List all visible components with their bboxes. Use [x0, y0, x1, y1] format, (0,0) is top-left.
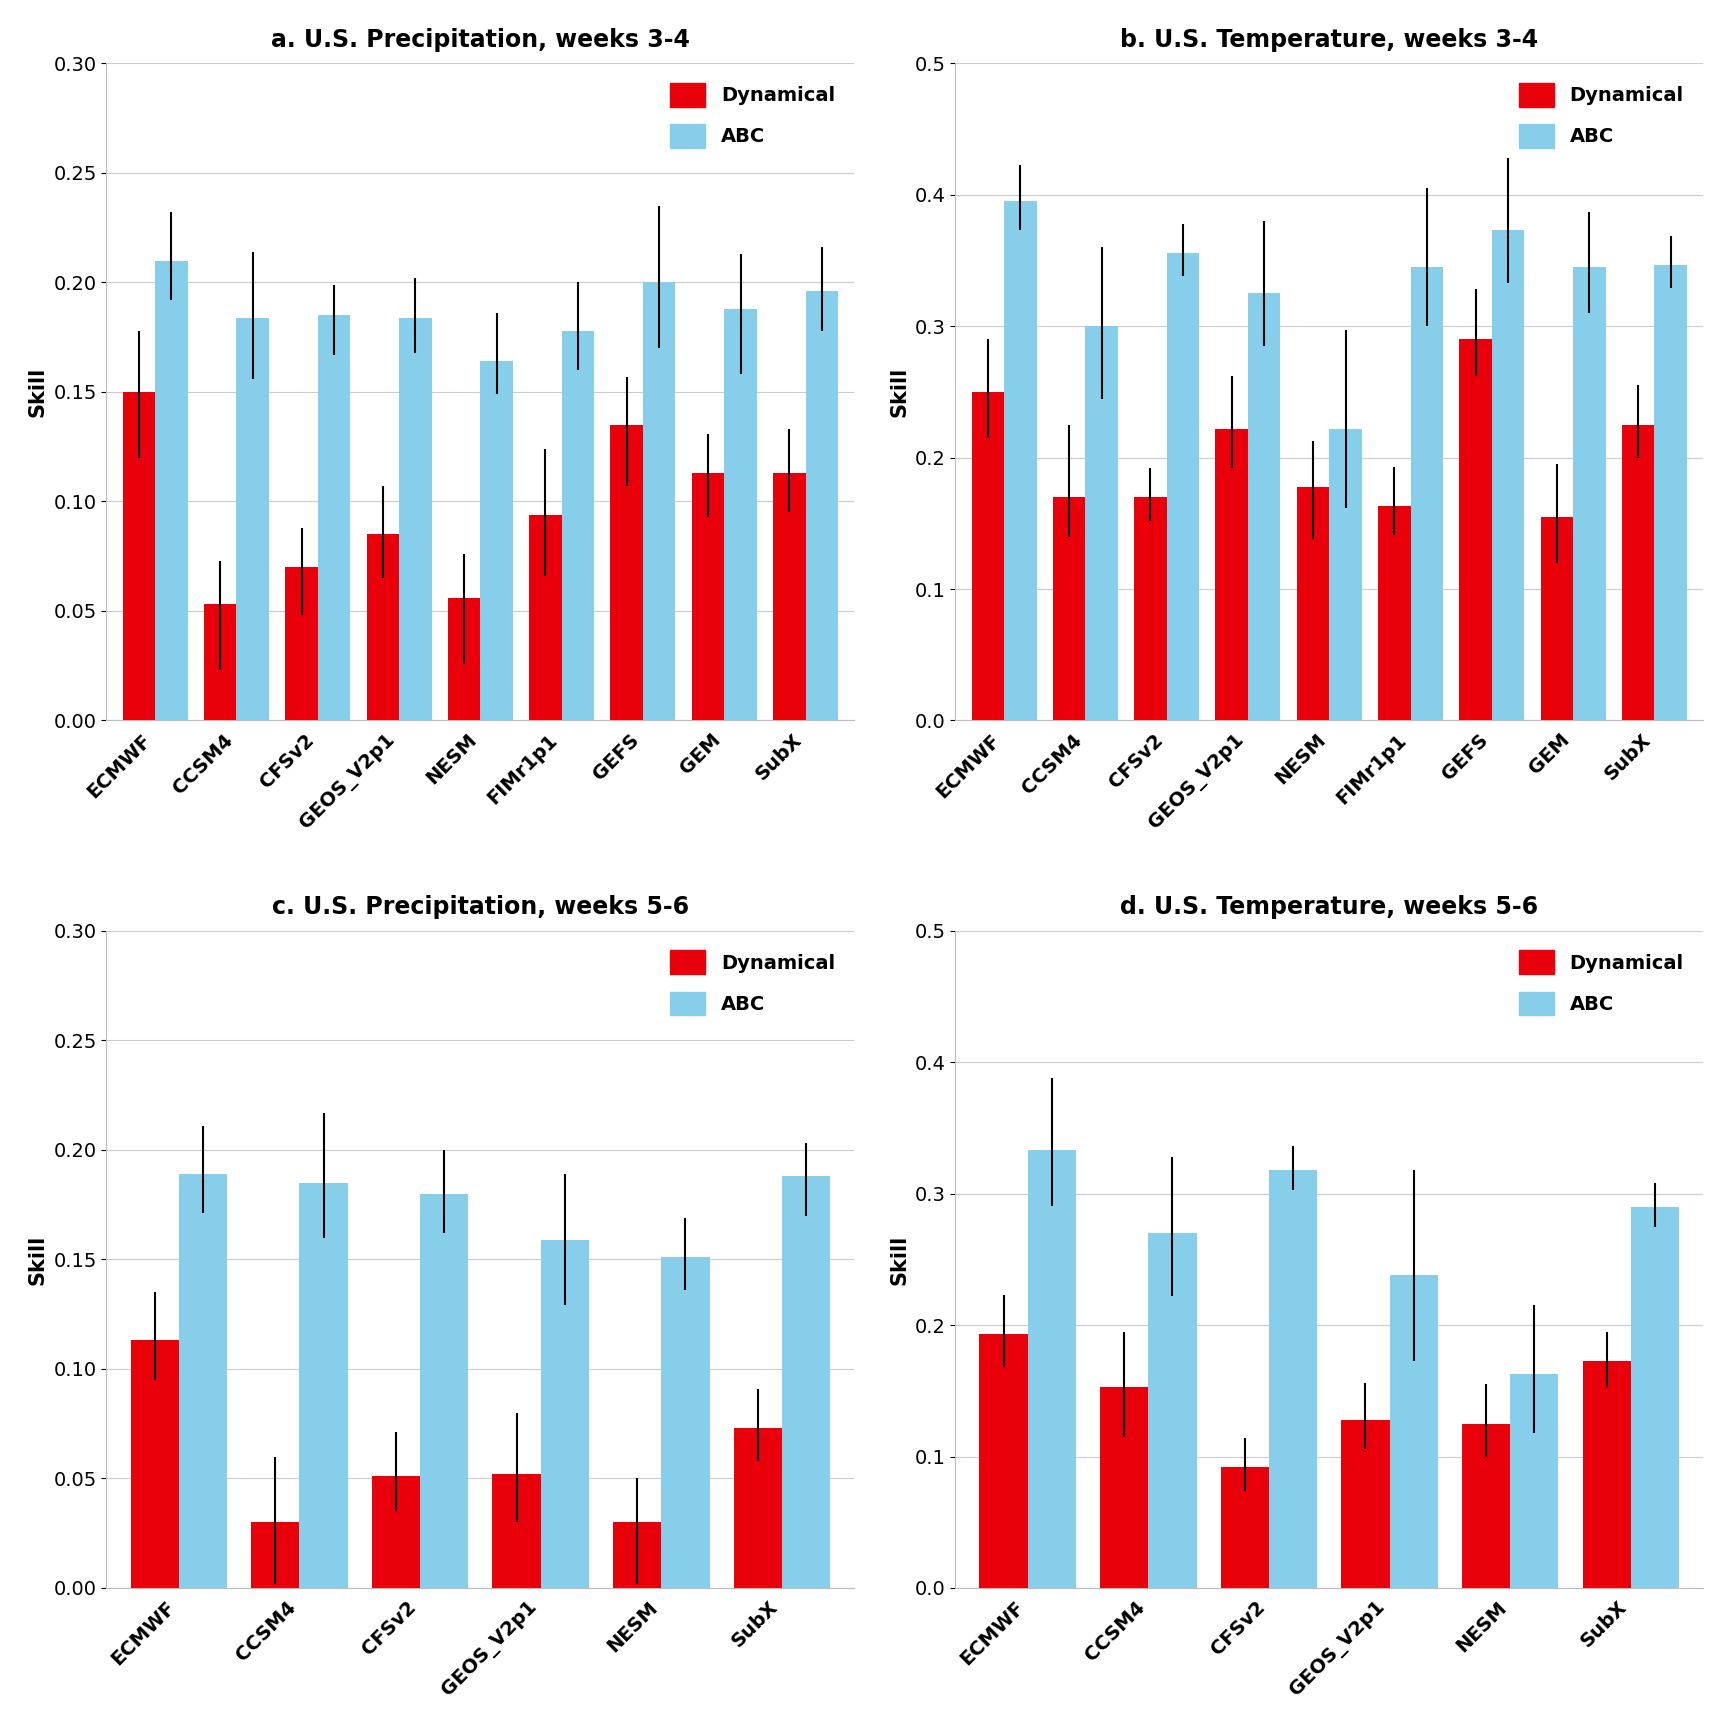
- Y-axis label: Skill: Skill: [889, 1234, 908, 1284]
- Bar: [611, 425, 642, 721]
- Legend: Dynamical, ABC: Dynamical, ABC: [1509, 73, 1692, 157]
- Y-axis label: Skill: Skill: [28, 1234, 48, 1284]
- Bar: [251, 1522, 299, 1588]
- Bar: [1147, 1234, 1195, 1588]
- Bar: [204, 605, 237, 721]
- Bar: [782, 1177, 830, 1588]
- Bar: [804, 292, 837, 721]
- Bar: [1491, 230, 1524, 721]
- Bar: [1166, 252, 1199, 721]
- Bar: [612, 1522, 661, 1588]
- Bar: [1085, 327, 1118, 721]
- Bar: [1247, 294, 1280, 721]
- Bar: [420, 1194, 469, 1588]
- Bar: [1377, 506, 1410, 721]
- Bar: [1341, 1420, 1389, 1588]
- Bar: [367, 534, 400, 721]
- Bar: [1214, 429, 1247, 721]
- Bar: [529, 515, 561, 721]
- Bar: [156, 261, 187, 721]
- Bar: [448, 598, 481, 721]
- Bar: [178, 1173, 227, 1588]
- Title: c. U.S. Precipitation, weeks 5-6: c. U.S. Precipitation, weeks 5-6: [272, 895, 689, 919]
- Bar: [540, 1239, 588, 1588]
- Bar: [692, 473, 723, 721]
- Bar: [1462, 1424, 1509, 1588]
- Bar: [1458, 339, 1491, 721]
- Bar: [1028, 1151, 1076, 1588]
- Title: b. U.S. Temperature, weeks 3-4: b. U.S. Temperature, weeks 3-4: [1119, 28, 1538, 52]
- Bar: [285, 567, 318, 721]
- Bar: [1003, 202, 1036, 721]
- Bar: [372, 1476, 420, 1588]
- Bar: [1389, 1275, 1438, 1588]
- Bar: [1296, 487, 1329, 721]
- Bar: [1621, 425, 1654, 721]
- Legend: Dynamical, ABC: Dynamical, ABC: [661, 73, 844, 157]
- Bar: [661, 1258, 709, 1588]
- Bar: [1052, 498, 1085, 721]
- Bar: [1509, 1374, 1557, 1588]
- Title: a. U.S. Precipitation, weeks 3-4: a. U.S. Precipitation, weeks 3-4: [272, 28, 690, 52]
- Bar: [979, 1334, 1028, 1588]
- Bar: [561, 330, 593, 721]
- Title: d. U.S. Temperature, weeks 5-6: d. U.S. Temperature, weeks 5-6: [1119, 895, 1538, 919]
- Legend: Dynamical, ABC: Dynamical, ABC: [661, 940, 844, 1025]
- Bar: [400, 318, 431, 721]
- Bar: [130, 1341, 178, 1588]
- Y-axis label: Skill: Skill: [28, 366, 48, 416]
- Bar: [723, 309, 756, 721]
- Bar: [1654, 264, 1687, 721]
- Bar: [1630, 1206, 1678, 1588]
- Bar: [1410, 268, 1443, 721]
- Bar: [1573, 268, 1605, 721]
- Bar: [1329, 429, 1362, 721]
- Bar: [1133, 498, 1166, 721]
- Bar: [1581, 1360, 1630, 1588]
- Bar: [773, 473, 804, 721]
- Bar: [971, 392, 1003, 721]
- Bar: [1220, 1467, 1268, 1588]
- Bar: [318, 314, 349, 721]
- Legend: Dynamical, ABC: Dynamical, ABC: [1509, 940, 1692, 1025]
- Bar: [123, 392, 156, 721]
- Bar: [642, 282, 675, 721]
- Bar: [1540, 517, 1573, 721]
- Bar: [299, 1182, 348, 1588]
- Bar: [237, 318, 268, 721]
- Bar: [734, 1427, 782, 1588]
- Y-axis label: Skill: Skill: [889, 366, 908, 416]
- Bar: [481, 361, 512, 721]
- Bar: [491, 1474, 540, 1588]
- Bar: [1268, 1170, 1317, 1588]
- Bar: [1100, 1388, 1147, 1588]
